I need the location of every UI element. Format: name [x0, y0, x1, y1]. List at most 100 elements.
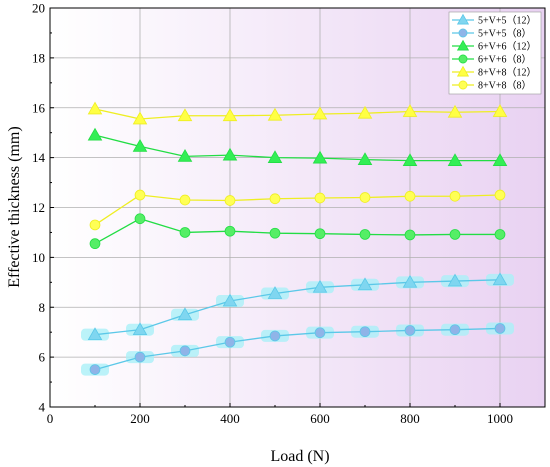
data-point: [224, 336, 236, 348]
y-tick-label: 20: [32, 1, 45, 16]
data-point: [134, 351, 146, 363]
data-point: [179, 227, 191, 238]
series-line: [94, 194, 501, 226]
legend-box: [448, 11, 542, 95]
data-point: [89, 219, 101, 231]
y-tick-label: 4: [39, 400, 46, 415]
x-tick-label: 0: [47, 411, 54, 426]
series-4: [87, 101, 508, 125]
data-point: [314, 327, 326, 339]
legend-marker: [458, 54, 468, 64]
data-point: [404, 190, 416, 202]
data-point: [359, 229, 371, 240]
data-point: [404, 325, 416, 336]
data-point: [449, 229, 461, 240]
series-2: [87, 127, 508, 166]
legend-item: 5+V+5（12）: [452, 13, 537, 27]
data-point: [447, 273, 463, 287]
data-point: [177, 148, 193, 162]
data-point: [87, 327, 103, 341]
legend-label: 6+V+6（12）: [478, 41, 537, 53]
y-tick-label: 18: [32, 50, 45, 65]
data-point: [359, 326, 371, 338]
data-point: [179, 194, 191, 206]
legend-item: 5+V+5（8）: [452, 28, 532, 40]
data-point: [312, 106, 328, 120]
data-point: [177, 108, 193, 122]
data-point: [132, 322, 148, 336]
data-point: [269, 330, 281, 342]
series-line: [94, 134, 500, 162]
x-tick-label: 600: [310, 411, 330, 426]
data-point: [402, 274, 418, 288]
legend-label: 6+V+6（8）: [478, 54, 532, 66]
legend-marker: [456, 65, 470, 77]
data-point: [357, 105, 373, 119]
data-point: [222, 147, 238, 161]
legend-item: 6+V+6（12）: [452, 39, 537, 53]
data-point: [449, 324, 461, 336]
data-point: [224, 225, 236, 237]
data-point: [449, 190, 461, 202]
axes: 0 200 400 600 800 1000 4 6 8 10 12 14 16 18 20: [32, 1, 513, 427]
data-point: [494, 189, 506, 201]
series-0: [81, 272, 514, 341]
y-tick-label: 16: [32, 100, 46, 115]
data-point: [222, 293, 238, 307]
legend: 5+V+5（12）5+V+5（8）6+V+6（12）6+V+6（8）8+V+8（…: [448, 11, 542, 95]
data-point: [134, 213, 146, 225]
series-line: [94, 218, 500, 245]
data-point: [269, 227, 281, 239]
data-point: [87, 127, 103, 141]
x-tick-label: 200: [130, 411, 150, 426]
data-point: [492, 272, 508, 286]
data-point: [89, 238, 101, 250]
y-tick-label: 10: [32, 250, 45, 265]
legend-marker: [456, 13, 470, 25]
data-point: [269, 193, 281, 205]
legend-marker: [456, 39, 470, 51]
x-tick-label: 400: [220, 411, 240, 426]
series-line: [94, 108, 501, 120]
data-point: [492, 153, 508, 166]
legend-marker: [458, 80, 468, 90]
data-point: [494, 323, 506, 334]
data-point: [87, 101, 103, 115]
x-tick-label: 1000: [487, 411, 513, 426]
data-point: [222, 108, 238, 122]
data-point: [267, 150, 283, 163]
data-point: [447, 104, 463, 118]
data-point: [267, 107, 283, 121]
data-point: [312, 150, 328, 164]
data-point: [179, 345, 191, 357]
data-point: [494, 229, 506, 240]
data-point: [402, 153, 418, 166]
x-tick-label: 800: [400, 411, 420, 426]
data-point: [314, 228, 326, 240]
y-tick-label: 8: [39, 300, 46, 315]
y-axis-title: Effective thickness (mm): [6, 126, 23, 287]
legend-marker: [458, 28, 468, 38]
data-point: [132, 111, 148, 125]
series-5: [89, 189, 506, 231]
data-point: [447, 153, 463, 166]
data-point: [492, 104, 508, 117]
x-axis-title: Load (N): [270, 448, 329, 465]
y-tick-label: 12: [32, 200, 45, 215]
series-1: [81, 322, 514, 376]
y-tick-label: 6: [39, 350, 46, 365]
legend-label: 8+V+8（12）: [478, 67, 537, 79]
legend-label: 5+V+5（8）: [478, 28, 532, 40]
series-layer: [81, 101, 514, 376]
data-point: [224, 195, 236, 206]
legend-item: 6+V+6（8）: [452, 54, 532, 66]
series-line: [94, 279, 501, 336]
data-point: [89, 364, 101, 375]
legend-label: 5+V+5（12）: [478, 15, 537, 27]
data-point: [357, 277, 373, 291]
data-point: [357, 152, 373, 165]
data-point: [132, 138, 148, 152]
data-point: [312, 279, 328, 293]
data-point: [314, 192, 326, 204]
